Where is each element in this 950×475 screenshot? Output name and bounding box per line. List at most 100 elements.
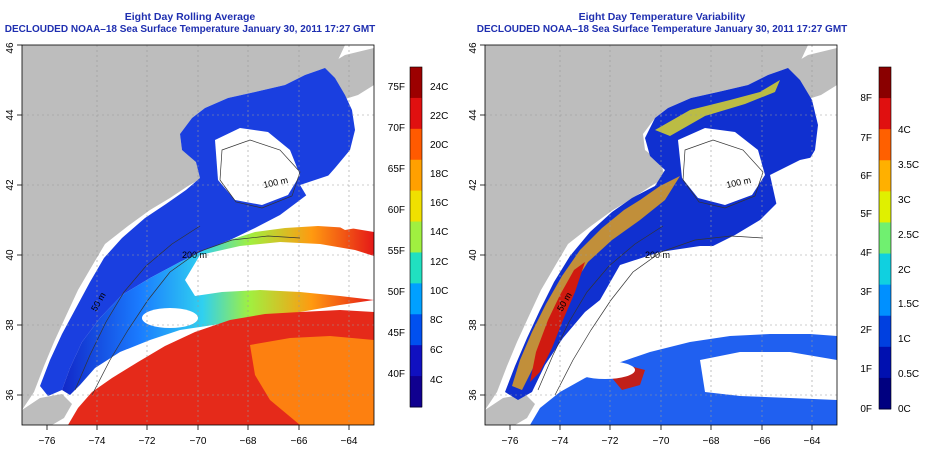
right-map: 100 m 200 m 50 m [485,45,837,425]
right-contour-100m [682,139,764,209]
right-cb-c-label: 1C [898,334,911,345]
right-colorbar-swatch [879,98,891,130]
right-nodata-center [600,246,837,322]
left-lat-tick: 44 [5,109,16,121]
right-contour-50m [537,225,664,391]
left-grid [22,45,374,425]
left-cb-c-label: 18C [430,169,448,180]
left-land-peninsula [22,394,72,425]
left-cb-f-label: 45F [388,328,405,339]
right-cb-c-label: 0C [898,404,911,415]
left-lat-tick: 40 [5,249,16,261]
right-cb-c-label: 3C [898,195,911,206]
left-cb-f-label: 55F [388,246,405,257]
right-lat-tick: 38 [468,319,479,331]
right-colorbar-swatch [879,191,891,223]
right-colorbar-swatch [879,129,891,161]
left-lat-tick: 46 [5,42,16,54]
left-cb-f-label: 60F [388,205,405,216]
left-cb-c-label: 12C [430,257,448,268]
right-nodata-east [770,152,837,236]
right-cb-f-label: 5F [860,209,872,220]
left-colorbar-swatch [410,221,422,253]
left-contour-50m [74,225,201,391]
right-axes: −76 −74 −72 −70 −68 −66 −64 36 38 40 42 … [468,42,821,447]
right-colorbar-swatch [879,253,891,286]
right-lat-tick: 44 [468,109,479,121]
left-cb-c-label: 24C [430,82,448,93]
right-lat-tick: 42 [468,179,479,191]
right-cb-f-label: 2F [860,325,872,336]
right-nodata-shelf-gap [575,361,635,379]
left-lon-tick: −76 [39,436,56,447]
right-contour-200m [554,235,764,396]
right-cb-f-label: 0F [860,404,872,415]
left-axes: −76 −74 −72 −70 −68 −66 −64 36 38 40 42 … [5,42,358,447]
left-colorbar-swatch [410,345,422,377]
right-colorbar-swatch [879,346,891,379]
left-cb-c-label: 10C [430,286,448,297]
left-lon-tick: −72 [139,436,156,447]
left-cb-f-label: 40F [388,369,405,380]
left-lat-tick: 38 [5,319,16,331]
right-var-eddy-red [612,366,645,390]
right-var-yellow-streak [655,80,780,136]
right-lon-tick: −72 [602,436,619,447]
right-var-shelf-high [512,176,680,390]
left-colorbar-swatch [410,190,422,223]
left-lat-tick: 36 [5,389,16,401]
left-lat-tick: 42 [5,179,16,191]
right-cb-f-label: 3F [860,287,872,298]
left-nodata-shelf-gap [142,308,198,328]
left-contour-label-200m-a: 200 m [182,250,207,260]
left-cb-c-label: 20C [430,140,448,151]
left-colorbar-swatch [410,97,422,130]
left-cb-c-label: 22C [430,111,448,122]
left-cb-f-label: 50F [388,287,405,298]
right-contour-label-200m-a: 200 m [645,250,670,260]
left-colorbar-swatch [410,159,422,192]
right-cb-c-label: 0.5C [898,369,919,380]
right-var-shelf-red [530,262,585,382]
right-land-mainland [485,45,808,410]
right-colorbar: 8F 7F 6F 5F 4F 3F 2F 1F 0F 4C 3.5C 3C 2.… [860,66,919,415]
right-lon-tick: −66 [754,436,771,447]
right-cb-f-label: 7F [860,133,872,144]
left-colorbar-swatch [410,376,422,408]
right-lat-tick: 46 [468,42,479,54]
right-cb-c-label: 1.5C [898,299,919,310]
left-cb-c-label: 8C [430,315,443,326]
left-cb-c-label: 16C [430,198,448,209]
right-cb-c-label: 2C [898,265,911,276]
left-map: 100 m 200 m 50 m [22,45,374,425]
left-contour-100m [219,139,301,209]
right-colorbar-swatch [879,222,891,255]
right-nodata-south [700,352,837,400]
left-lon-tick: −64 [341,436,358,447]
left-nodata-gulf [215,128,300,205]
left-colorbar-swatch [410,67,422,99]
left-subtitle: DECLOUDED NOAA–18 Sea Surface Temperatur… [4,24,376,35]
right-lat-tick: 36 [468,389,479,401]
left-lon-tick: −74 [89,436,106,447]
right-cb-c-label: 3.5C [898,160,919,171]
right-colorbar-swatch [879,284,891,317]
right-colorbar-swatch [879,67,891,99]
left-cb-f-label: 65F [388,164,405,175]
right-cb-f-label: 4F [860,248,872,259]
left-colorbar: 75F 70F 65F 60F 55F 50F 45F 40F 24C 22C … [388,66,448,408]
left-colorbar-swatch [410,283,422,315]
right-cb-f-label: 8F [860,93,872,104]
right-lon-tick: −68 [703,436,720,447]
left-cb-c-label: 6C [430,345,443,356]
right-cb-c-label: 2.5C [898,230,919,241]
right-lon-tick: −74 [552,436,569,447]
right-lon-tick: −70 [653,436,670,447]
right-grid [485,45,837,425]
right-lon-tick: −64 [804,436,821,447]
left-lon-tick: −70 [190,436,207,447]
left-colorbar-swatch [410,128,422,161]
right-lon-tick: −76 [502,436,519,447]
left-cb-c-label: 4C [430,375,443,386]
